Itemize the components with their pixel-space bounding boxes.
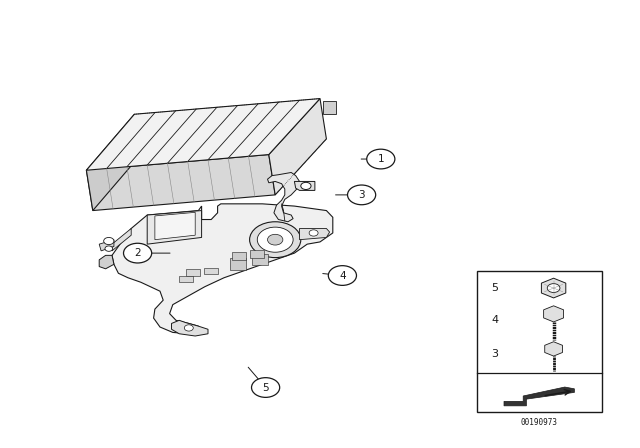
Polygon shape bbox=[541, 278, 566, 298]
FancyBboxPatch shape bbox=[477, 271, 602, 412]
Circle shape bbox=[348, 185, 376, 205]
Bar bbox=[250, 250, 264, 258]
Circle shape bbox=[309, 230, 318, 236]
Text: 3: 3 bbox=[492, 349, 498, 359]
Polygon shape bbox=[545, 342, 563, 356]
Circle shape bbox=[257, 227, 293, 252]
Circle shape bbox=[367, 149, 395, 169]
Circle shape bbox=[268, 234, 283, 245]
Text: 00190973: 00190973 bbox=[521, 418, 557, 426]
Text: 5: 5 bbox=[492, 283, 498, 293]
Circle shape bbox=[328, 266, 356, 285]
Bar bbox=[232, 252, 246, 260]
Bar bbox=[230, 258, 246, 270]
Polygon shape bbox=[543, 306, 564, 322]
Circle shape bbox=[124, 243, 152, 263]
Circle shape bbox=[301, 182, 311, 190]
Circle shape bbox=[184, 325, 193, 331]
Polygon shape bbox=[269, 99, 326, 195]
Polygon shape bbox=[86, 155, 275, 211]
Polygon shape bbox=[86, 114, 141, 211]
Polygon shape bbox=[155, 212, 195, 240]
Text: 1: 1 bbox=[378, 154, 384, 164]
Text: 4: 4 bbox=[491, 315, 499, 325]
Bar bbox=[179, 276, 193, 282]
Text: 5: 5 bbox=[262, 383, 269, 392]
Text: 2: 2 bbox=[134, 248, 141, 258]
Circle shape bbox=[105, 246, 113, 251]
Polygon shape bbox=[147, 211, 202, 244]
Polygon shape bbox=[86, 99, 320, 170]
Polygon shape bbox=[172, 320, 208, 336]
Polygon shape bbox=[268, 172, 300, 222]
Polygon shape bbox=[112, 228, 131, 251]
Circle shape bbox=[104, 237, 114, 245]
Circle shape bbox=[252, 378, 280, 397]
Text: 4: 4 bbox=[339, 271, 346, 280]
Polygon shape bbox=[323, 101, 336, 114]
Polygon shape bbox=[99, 255, 114, 269]
Circle shape bbox=[250, 222, 301, 258]
Polygon shape bbox=[300, 228, 330, 240]
Circle shape bbox=[547, 284, 560, 293]
Polygon shape bbox=[504, 387, 575, 406]
Text: 3: 3 bbox=[358, 190, 365, 200]
Bar bbox=[204, 268, 218, 274]
Bar bbox=[252, 254, 268, 265]
Polygon shape bbox=[294, 181, 315, 190]
Bar bbox=[186, 269, 200, 276]
Polygon shape bbox=[99, 240, 114, 251]
Polygon shape bbox=[112, 204, 333, 334]
